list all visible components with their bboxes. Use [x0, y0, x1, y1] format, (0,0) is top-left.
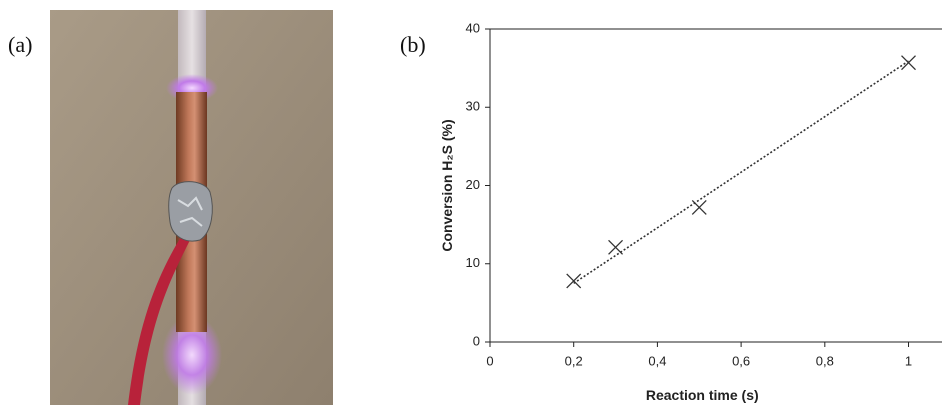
x-tick-label: 0,8	[816, 353, 834, 368]
y-tick-label: 10	[466, 255, 480, 270]
chart: 0 10 20 30 40 0 0,2 0,4 0,6 0,8 1 Reaction time (s)…	[439, 20, 942, 403]
panel-label: (a)	[8, 32, 32, 57]
x-axis-title: Reaction time (s)	[646, 387, 759, 403]
trend-line	[573, 60, 909, 284]
y-tick-label: 40	[466, 20, 480, 35]
x-tick-label: 0,6	[732, 353, 750, 368]
x-tick-label: 1	[905, 353, 912, 368]
y-tick-label: 30	[466, 99, 480, 114]
point	[901, 55, 916, 71]
y-tick-label: 20	[466, 177, 480, 192]
x-tick-label: 0,4	[648, 353, 666, 368]
point	[691, 199, 707, 215]
x-tick-label: 0,2	[565, 353, 583, 368]
x-tick-label: 0	[486, 353, 493, 368]
y-tick-label: 0	[473, 333, 480, 348]
panel-label: (b)	[400, 32, 426, 57]
point	[566, 273, 582, 289]
y-axis-title: Conversion H₂S (%)	[439, 119, 455, 251]
photo	[50, 10, 333, 405]
point	[608, 239, 624, 255]
